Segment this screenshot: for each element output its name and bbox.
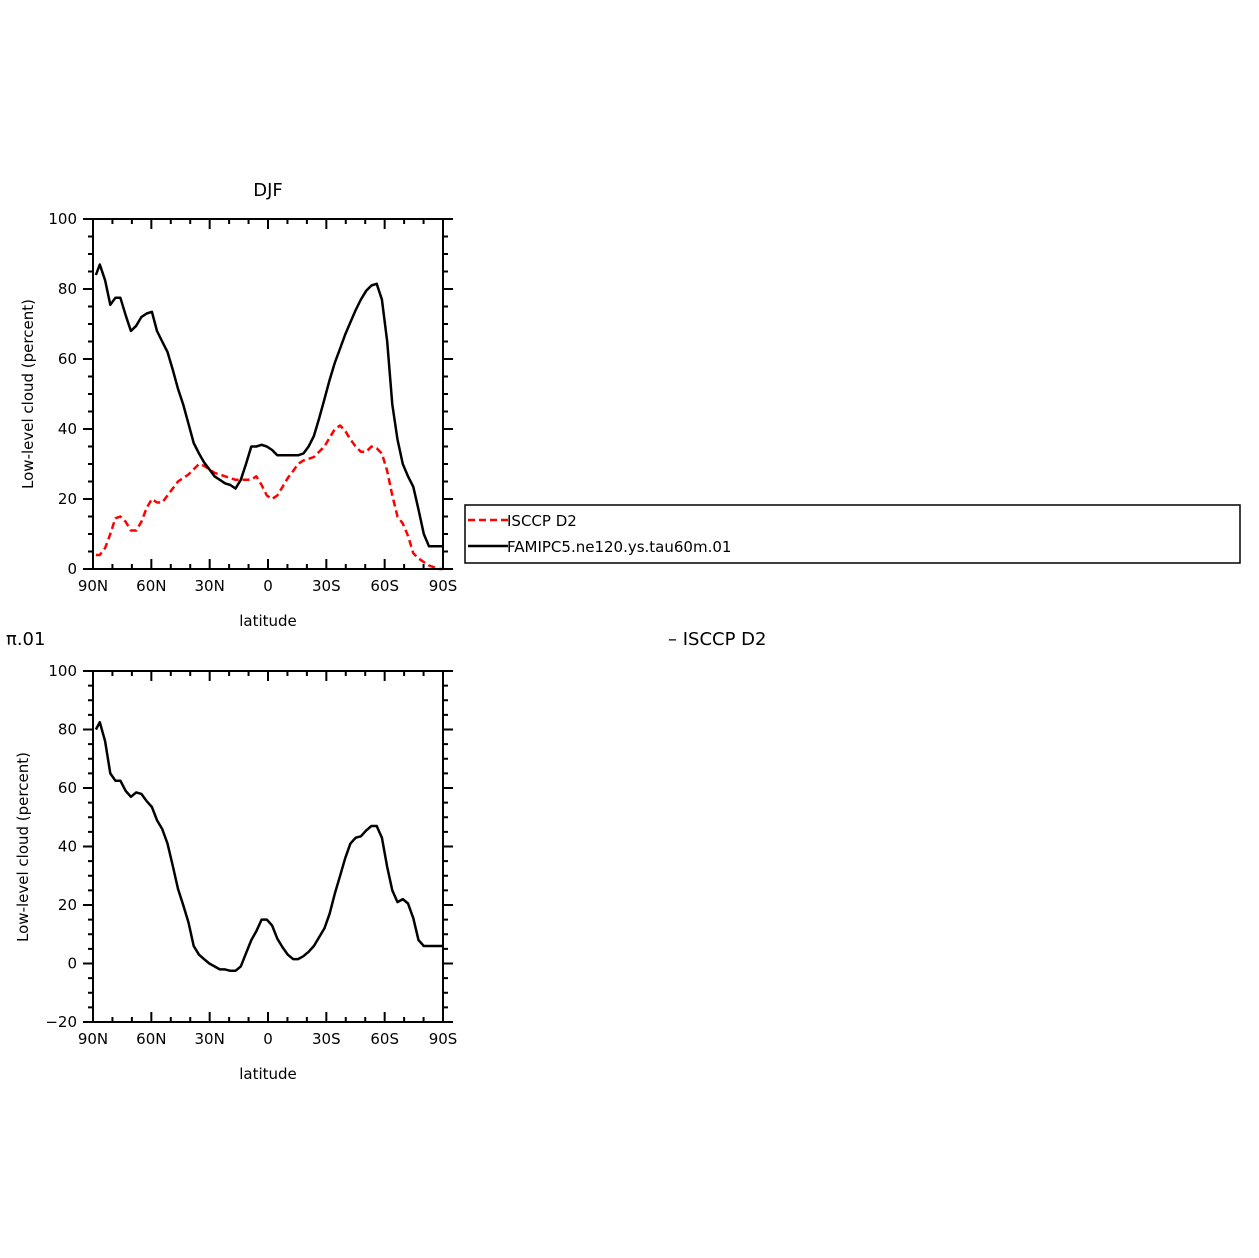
bottom-x-axis-label: latitude xyxy=(239,1065,297,1083)
top-panel: DJF 90N 60N 30N 0 30S 60S 90S 0 20 40 60 80 100 Low-… xyxy=(19,180,457,630)
top-x-tick-label: 90N xyxy=(78,577,108,595)
bottom-y-tick-label: 20 xyxy=(58,896,77,914)
legend-box xyxy=(464,504,1241,564)
bottom-x-tick-label: 0 xyxy=(263,1030,273,1048)
top-series-line-0 xyxy=(95,424,442,571)
top-series-line-1 xyxy=(94,263,442,548)
bottom-y-axis-label: Low-level cloud (percent) xyxy=(14,752,32,942)
bottom-panel: 90N 60N 30N 0 30S 60S 90S −20 0 20 40 60 80 100 Low-l… xyxy=(14,662,457,1083)
bottom-y-tick-label: 60 xyxy=(58,779,77,797)
bottom-y-tick-label: 0 xyxy=(67,955,77,973)
top-panel-title: DJF xyxy=(253,180,283,201)
bottom-x-tick-label: 90N xyxy=(78,1030,108,1048)
top-y-tick-label: 80 xyxy=(58,280,77,298)
top-x-axis-label: latitude xyxy=(239,612,297,630)
top-x-tick-label: 30S xyxy=(312,577,341,595)
top-y-tick-label: 60 xyxy=(58,350,77,368)
legend-label-isccp: ISCCP D2 xyxy=(507,512,577,530)
top-y-tick-label: 0 xyxy=(67,560,77,578)
top-x-tick-label: 0 xyxy=(263,577,273,595)
bottom-panel-title-left: π.01 xyxy=(6,629,45,650)
bottom-x-tick-label: 30S xyxy=(312,1030,341,1048)
bottom-y-tick-label: 40 xyxy=(58,838,77,856)
bottom-x-tick-label: 30N xyxy=(195,1030,225,1048)
bottom-y-tick-label: 80 xyxy=(58,721,77,739)
top-x-tick-label: 30N xyxy=(195,577,225,595)
bottom-plot-frame xyxy=(92,670,444,1023)
top-x-tick-label: 90S xyxy=(429,577,458,595)
top-x-tick-label: 60N xyxy=(136,577,166,595)
bottom-x-tick-label: 60N xyxy=(136,1030,166,1048)
top-y-axis-label: Low-level cloud (percent) xyxy=(19,299,37,489)
top-x-tick-label: 60S xyxy=(370,577,399,595)
legend-label-model: FAMIPC5.ne120.ys.tau60m.01 xyxy=(507,538,731,556)
top-y-tick-label: 20 xyxy=(58,490,77,508)
top-y-tick-label: 40 xyxy=(58,420,77,438)
bottom-y-tick-label: 100 xyxy=(48,662,77,680)
bottom-y-tick-label: −20 xyxy=(45,1013,77,1031)
bottom-series-line-0 xyxy=(94,720,442,973)
bottom-x-tick-label: 90S xyxy=(429,1030,458,1048)
bottom-panel-title-right: – ISCCP D2 xyxy=(668,629,766,650)
legend: ISCCP D2 FAMIPC5.ne120.ys.tau60m.01 xyxy=(464,504,1241,564)
bottom-x-tick-label: 60S xyxy=(370,1030,399,1048)
top-y-tick-label: 100 xyxy=(48,210,77,228)
